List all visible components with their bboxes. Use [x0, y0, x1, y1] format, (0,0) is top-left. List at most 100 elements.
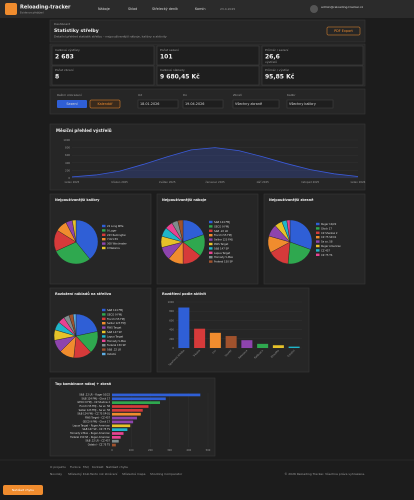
chart-title: Top kombinace náboj + zbraň: [55, 382, 112, 386]
breadcrumb[interactable]: Dashboard: [54, 22, 70, 26]
legend-label: Sa vz. 58: [321, 240, 333, 244]
report-button[interactable]: [3, 485, 43, 495]
date-input[interactable]: [182, 99, 224, 109]
x-tick-label: leden 2025: [65, 180, 80, 184]
x-tick-label: březen 2025: [112, 180, 129, 184]
bar: [112, 428, 128, 431]
footer-link[interactable]: Střelecká mapa: [122, 472, 146, 476]
bar: [112, 401, 160, 404]
avatar[interactable]: [310, 5, 318, 13]
footer-link[interactable]: Střelecký Klub: [68, 472, 89, 476]
mode-button[interactable]: [57, 100, 87, 108]
nav-item[interactable]: Komín: [195, 7, 206, 11]
date-input[interactable]: [137, 99, 179, 109]
stat-box: [156, 45, 260, 66]
brand[interactable]: Reloading-tracker: [20, 5, 71, 11]
legend-label: S&B 124 FMJ: [107, 308, 123, 312]
report-button-label[interactable]: Nahlásit chybu: [12, 488, 34, 492]
filter-label: Od: [138, 93, 142, 97]
legend-label: RWS Target: [107, 326, 121, 330]
date-value[interactable]: 18.01.2026: [140, 102, 159, 106]
legend-label: Lapua Target: [107, 334, 123, 338]
caliber-select[interactable]: [286, 99, 334, 109]
bar: [112, 416, 137, 420]
stat-value: 26,6: [265, 54, 280, 61]
y-tick-label: S&B 147 SP – CZ 75 TS: [82, 428, 110, 431]
chart-card: [49, 123, 366, 191]
x-tick-label: Trénink: [192, 348, 202, 358]
y-tick-label: Lapua Target – Ruger American: [73, 424, 111, 427]
legend-label: Fiocchi 55 FMJ: [214, 233, 232, 237]
legend-swatch: [102, 308, 106, 312]
legend-swatch: [316, 240, 320, 243]
legend-swatch: [102, 238, 106, 241]
bar: [112, 412, 141, 416]
footer-link[interactable]: Funkce: [70, 465, 81, 469]
footer-link[interactable]: Kontakt: [92, 465, 104, 469]
legend-label: Hornady V-Max: [107, 339, 127, 343]
legend-label: Ruger 10/22: [321, 222, 337, 226]
legend-label: 7,62×39: [107, 237, 118, 241]
x-tick-label: Kalibrace: [253, 348, 264, 359]
mode-button-label[interactable]: Kalendář: [97, 102, 113, 106]
bar: [225, 336, 237, 348]
select-value[interactable]: Všechny kalibry: [289, 102, 316, 106]
legend-label: Glock 17: [321, 226, 332, 230]
x-tick-label: 300: [167, 448, 172, 452]
legend-swatch: [316, 236, 320, 239]
legend-label: CZ 457: [321, 248, 330, 252]
x-tick-label: Soutěž: [224, 348, 233, 357]
date-value[interactable]: 19.04.2026: [185, 102, 204, 106]
pie-slice: [75, 219, 99, 260]
legend-label: Hornady V-Max: [214, 255, 234, 259]
stat-value: 2 683: [55, 54, 74, 61]
footer-link[interactable]: Tento rok zkrácení: [89, 472, 118, 476]
mode-button[interactable]: [89, 99, 121, 109]
legend-label: S&B 147 SP: [214, 246, 229, 250]
pie-slice: [177, 219, 184, 243]
y-tick-label: S&B 124 FMJ – CZ 75 SP-01: [77, 413, 110, 416]
x-tick-label: 200: [148, 448, 153, 452]
chart-title: Rozložení nákladů na střelivo: [55, 291, 112, 296]
stat-label: Celkové náklady: [160, 68, 185, 72]
weapon-select[interactable]: [232, 99, 280, 109]
pdf-button-label[interactable]: PDF Export: [334, 29, 353, 33]
select-value[interactable]: Všechny zbraně: [235, 102, 262, 106]
y-tick-label: GECO 9 FMJ – CZ Shadow 2: [77, 401, 110, 404]
logo[interactable]: [5, 3, 17, 15]
legend-swatch: [209, 229, 213, 232]
stat-box: [156, 65, 260, 86]
legend-label: GECO 9 FMJ: [107, 312, 122, 316]
y-tick-label: S&B .22 LR – CZ 457: [85, 440, 110, 443]
y-tick-label: S&B 124 FMJ – Glock 17: [82, 397, 111, 400]
footer-link[interactable]: O projektu: [50, 465, 66, 469]
bar: [209, 332, 221, 348]
footer-link[interactable]: Nahlásit chybu: [106, 465, 128, 469]
nav-item[interactable]: Náboje: [98, 7, 110, 11]
y-tick-label: 400: [169, 328, 174, 332]
x-tick-label: Lov: [211, 348, 217, 354]
legend-swatch: [209, 242, 213, 246]
user[interactable]: admin@reloading-tracker.cz: [321, 5, 363, 9]
footer-link[interactable]: Novinky: [50, 472, 62, 476]
legend-swatch: [102, 317, 106, 320]
filter-label: Kalibr: [287, 93, 296, 97]
footer-link[interactable]: FAQ: [83, 465, 89, 469]
bar: [241, 340, 253, 348]
mode-button-label[interactable]: Sezení: [66, 102, 78, 106]
legend-label: 9 Makarov: [107, 246, 121, 250]
bar: [112, 420, 134, 424]
legend-label: 9 Luger: [107, 228, 117, 232]
stat-label: Průměr / sezení: [265, 48, 289, 52]
bar: [112, 443, 116, 447]
pdf-button[interactable]: [326, 26, 361, 36]
nav-item[interactable]: Sklad: [128, 7, 137, 11]
nav-item[interactable]: Střelecký deník: [152, 7, 178, 11]
nav-date: 23.4.2025: [220, 7, 235, 11]
header-card: [49, 19, 366, 43]
y-tick-label: S&B .22 LR – Ruger 10/22: [79, 393, 110, 396]
footer-link[interactable]: Shooting Comparator: [150, 472, 183, 476]
legend-label: Federal 150 SP: [214, 260, 233, 264]
stat-box: [261, 65, 364, 86]
